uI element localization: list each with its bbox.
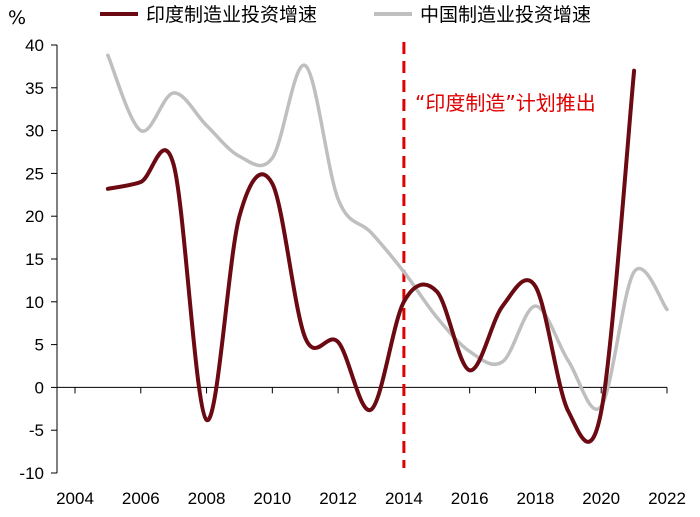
y-tick-label: 10 bbox=[25, 293, 44, 312]
y-tick-label: 40 bbox=[25, 36, 44, 55]
y-axis-ticks: 40 35 30 25 20 15 10 5 0 -5 -10 bbox=[19, 36, 57, 483]
x-axis-ticks: 2004 2006 2008 2010 2012 2014 2016 2018 2020 2022 bbox=[56, 387, 686, 508]
legend-label-india: 印度制造业投资增速 bbox=[146, 4, 317, 26]
y-tick-label: 20 bbox=[25, 207, 44, 226]
y-tick-label: 0 bbox=[35, 378, 44, 397]
x-tick-label: 2012 bbox=[319, 489, 357, 508]
x-tick-label: 2004 bbox=[56, 489, 94, 508]
legend: 印度制造业投资增速 中国制造业投资增速 bbox=[100, 4, 591, 26]
x-tick-label: 2020 bbox=[582, 489, 620, 508]
annotation: “印度制造”计划推出 bbox=[402, 42, 596, 468]
series-layer bbox=[105, 53, 669, 444]
x-tick-label: 2008 bbox=[188, 489, 226, 508]
series-line-india bbox=[105, 68, 637, 444]
x-tick-label: 2022 bbox=[648, 489, 686, 508]
x-tick-label: 2010 bbox=[253, 489, 291, 508]
y-tick-label: 5 bbox=[35, 336, 44, 355]
annotation-label: “印度制造”计划推出 bbox=[415, 91, 596, 115]
y-axis-unit-label: % bbox=[8, 7, 26, 29]
y-tick-label: 25 bbox=[25, 164, 44, 183]
y-tick-label: -5 bbox=[29, 421, 44, 440]
y-tick-label: 15 bbox=[25, 250, 44, 269]
x-tick-label: 2016 bbox=[451, 489, 489, 508]
y-tick-label: -10 bbox=[19, 464, 44, 483]
x-tick-label: 2014 bbox=[385, 489, 423, 508]
y-tick-label: 30 bbox=[25, 122, 44, 141]
series-line-china bbox=[106, 53, 669, 411]
legend-label-china: 中国制造业投资增速 bbox=[420, 4, 591, 26]
x-tick-label: 2018 bbox=[517, 489, 555, 508]
y-tick-label: 35 bbox=[25, 79, 44, 98]
x-tick-label: 2006 bbox=[122, 489, 160, 508]
